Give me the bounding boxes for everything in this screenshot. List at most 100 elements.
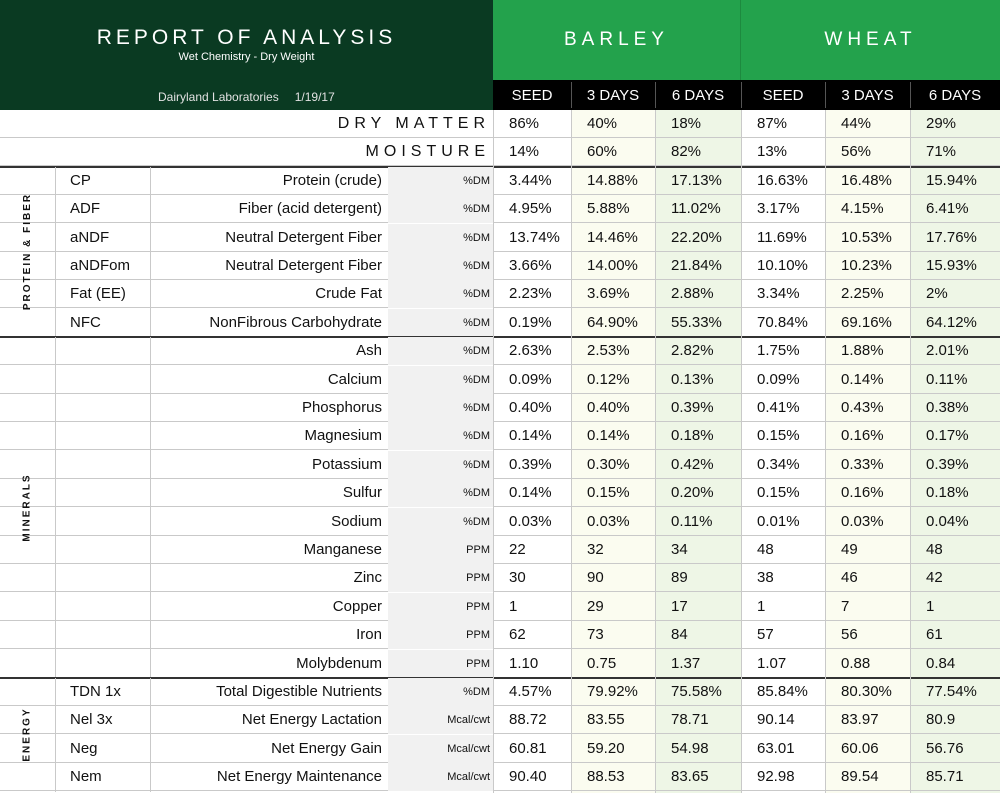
value-cell: 0.11% bbox=[671, 512, 713, 530]
value-cell: 0.43% bbox=[841, 399, 884, 416]
abbreviation: Fat (EE) bbox=[70, 285, 126, 303]
column-line bbox=[571, 110, 572, 793]
column-header: 3 DAYS bbox=[841, 87, 894, 104]
abbreviation: aNDF bbox=[70, 228, 110, 246]
value-cell: 0.16% bbox=[841, 427, 884, 445]
report-subtitle: Wet Chemistry - Dry Weight bbox=[178, 51, 315, 63]
value-cell: 83.97 bbox=[841, 711, 879, 729]
unit: %DM bbox=[463, 288, 490, 301]
value-cell: 0.84 bbox=[926, 654, 956, 672]
value-cell: 78.71 bbox=[671, 711, 709, 729]
unit-background bbox=[388, 706, 493, 735]
description: Net Energy Lactation bbox=[241, 711, 382, 729]
section-rule bbox=[0, 165, 1000, 168]
value-cell: 56% bbox=[841, 143, 872, 161]
section-label: PROTEIN & FIBER bbox=[0, 167, 55, 337]
value-cell: 15.94% bbox=[926, 171, 977, 189]
value-cell: 44% bbox=[841, 115, 872, 132]
unit-background bbox=[388, 280, 493, 309]
description: Calcium bbox=[327, 370, 382, 388]
value-cell: 80.30% bbox=[841, 683, 892, 700]
value-cell: 2% bbox=[926, 285, 948, 303]
column-header: 6 DAYS bbox=[671, 87, 725, 104]
description: Phosphorus bbox=[301, 399, 382, 416]
column-separator bbox=[910, 82, 911, 108]
value-cell: 85.71 bbox=[926, 768, 964, 786]
value-cell: 60.06 bbox=[841, 739, 879, 757]
value-cell: 38 bbox=[757, 569, 774, 587]
unit-background bbox=[388, 763, 493, 792]
unit: Mcal/cwt bbox=[447, 771, 490, 784]
description: Sulfur bbox=[342, 484, 382, 502]
section-label-text: PROTEIN & FIBER bbox=[22, 193, 34, 311]
description: Sodium bbox=[331, 512, 382, 530]
unit-background bbox=[388, 678, 493, 706]
unit-background bbox=[388, 479, 493, 508]
value-cell: 2.82% bbox=[671, 342, 714, 360]
table-row: aNDFom Neutral Detergent Fiber %DM 3.66% 14.… bbox=[0, 252, 1000, 280]
lab-name: Dairyland Laboratories bbox=[158, 90, 279, 104]
value-cell: 2.53% bbox=[587, 342, 630, 360]
table-row: Iron PPM 62 73 84 57 56 61 bbox=[0, 621, 1000, 650]
column-header: SEED bbox=[511, 87, 553, 104]
value-cell: 0.39% bbox=[926, 455, 969, 473]
abbreviation: Nel 3x bbox=[70, 711, 113, 729]
column-tint bbox=[825, 110, 910, 793]
value-cell: 4.57% bbox=[509, 683, 552, 700]
unit-background bbox=[388, 734, 493, 763]
value-cell: 48 bbox=[926, 541, 943, 558]
unit: %DM bbox=[463, 203, 490, 216]
value-cell: 11.69% bbox=[757, 228, 807, 246]
value-cell: 0.42% bbox=[671, 455, 714, 473]
unit-background bbox=[388, 195, 493, 224]
column-line bbox=[825, 110, 826, 793]
unit: %DM bbox=[463, 260, 490, 272]
value-cell: 4.15% bbox=[841, 200, 884, 218]
unit-background bbox=[388, 507, 493, 536]
value-cell: 46 bbox=[841, 569, 858, 587]
value-cell: 49 bbox=[841, 541, 858, 558]
value-cell: 62 bbox=[509, 626, 526, 644]
column-line bbox=[655, 110, 656, 793]
crop-header-wheat: WHEAT bbox=[741, 0, 1000, 80]
description: Net Energy Maintenance bbox=[216, 768, 382, 786]
table-row: TDN 1x Total Digestible Nutrients %DM 4.57%… bbox=[0, 678, 1000, 706]
value-cell: 13% bbox=[757, 143, 788, 161]
value-cell: 92.98 bbox=[757, 768, 795, 786]
value-cell: 80.9 bbox=[926, 711, 956, 729]
value-cell: 14% bbox=[509, 143, 540, 161]
description: Crude Fat bbox=[315, 285, 382, 303]
table-row: Manganese PPM 22 32 34 48 49 48 bbox=[0, 536, 1000, 564]
value-cell: 0.20% bbox=[671, 484, 714, 502]
unit-background bbox=[388, 621, 493, 650]
abbr-divider bbox=[150, 678, 151, 792]
summary-row: DRY MATTER 86% 40% 18% 87% 44% 29% bbox=[0, 110, 1000, 138]
value-cell: 3.17% bbox=[757, 200, 800, 218]
value-cell: 64.90% bbox=[587, 313, 638, 331]
table-row: Ash %DM 2.63% 2.53% 2.82% 1.75% 1.88% 2.01% bbox=[0, 337, 1000, 366]
value-cell: 13.74% bbox=[509, 228, 560, 246]
unit: %DM bbox=[463, 345, 490, 358]
value-cell: 1.10 bbox=[509, 654, 539, 672]
value-cell: 82% bbox=[671, 143, 702, 161]
value-cell: 0.09% bbox=[757, 370, 800, 388]
value-cell: 0.34% bbox=[757, 455, 800, 473]
crop-divider bbox=[740, 0, 741, 80]
unit: PPM bbox=[466, 629, 490, 642]
value-cell: 1.88% bbox=[841, 342, 884, 360]
value-cell: 22.20% bbox=[671, 228, 722, 246]
value-cell: 3.44% bbox=[509, 171, 552, 189]
table-row: CP Protein (crude) %DM 3.44% 14.88% 17.13% 16.… bbox=[0, 166, 1000, 195]
value-cell: 0.15% bbox=[757, 484, 800, 502]
description: Protein (crude) bbox=[282, 171, 382, 189]
value-cell: 71% bbox=[926, 143, 957, 161]
table-row: Potassium %DM 0.39% 0.30% 0.42% 0.34% 0.33% 0.3… bbox=[0, 450, 1000, 479]
table-row: Phosphorus %DM 0.40% 0.40% 0.39% 0.41% 0.43% 0.… bbox=[0, 394, 1000, 422]
value-cell: 0.39% bbox=[509, 455, 552, 473]
value-cell: 63.01 bbox=[757, 739, 795, 757]
value-cell: 90 bbox=[587, 569, 604, 587]
column-line bbox=[910, 110, 911, 793]
unit-background bbox=[388, 166, 493, 195]
unit-background bbox=[388, 592, 493, 621]
